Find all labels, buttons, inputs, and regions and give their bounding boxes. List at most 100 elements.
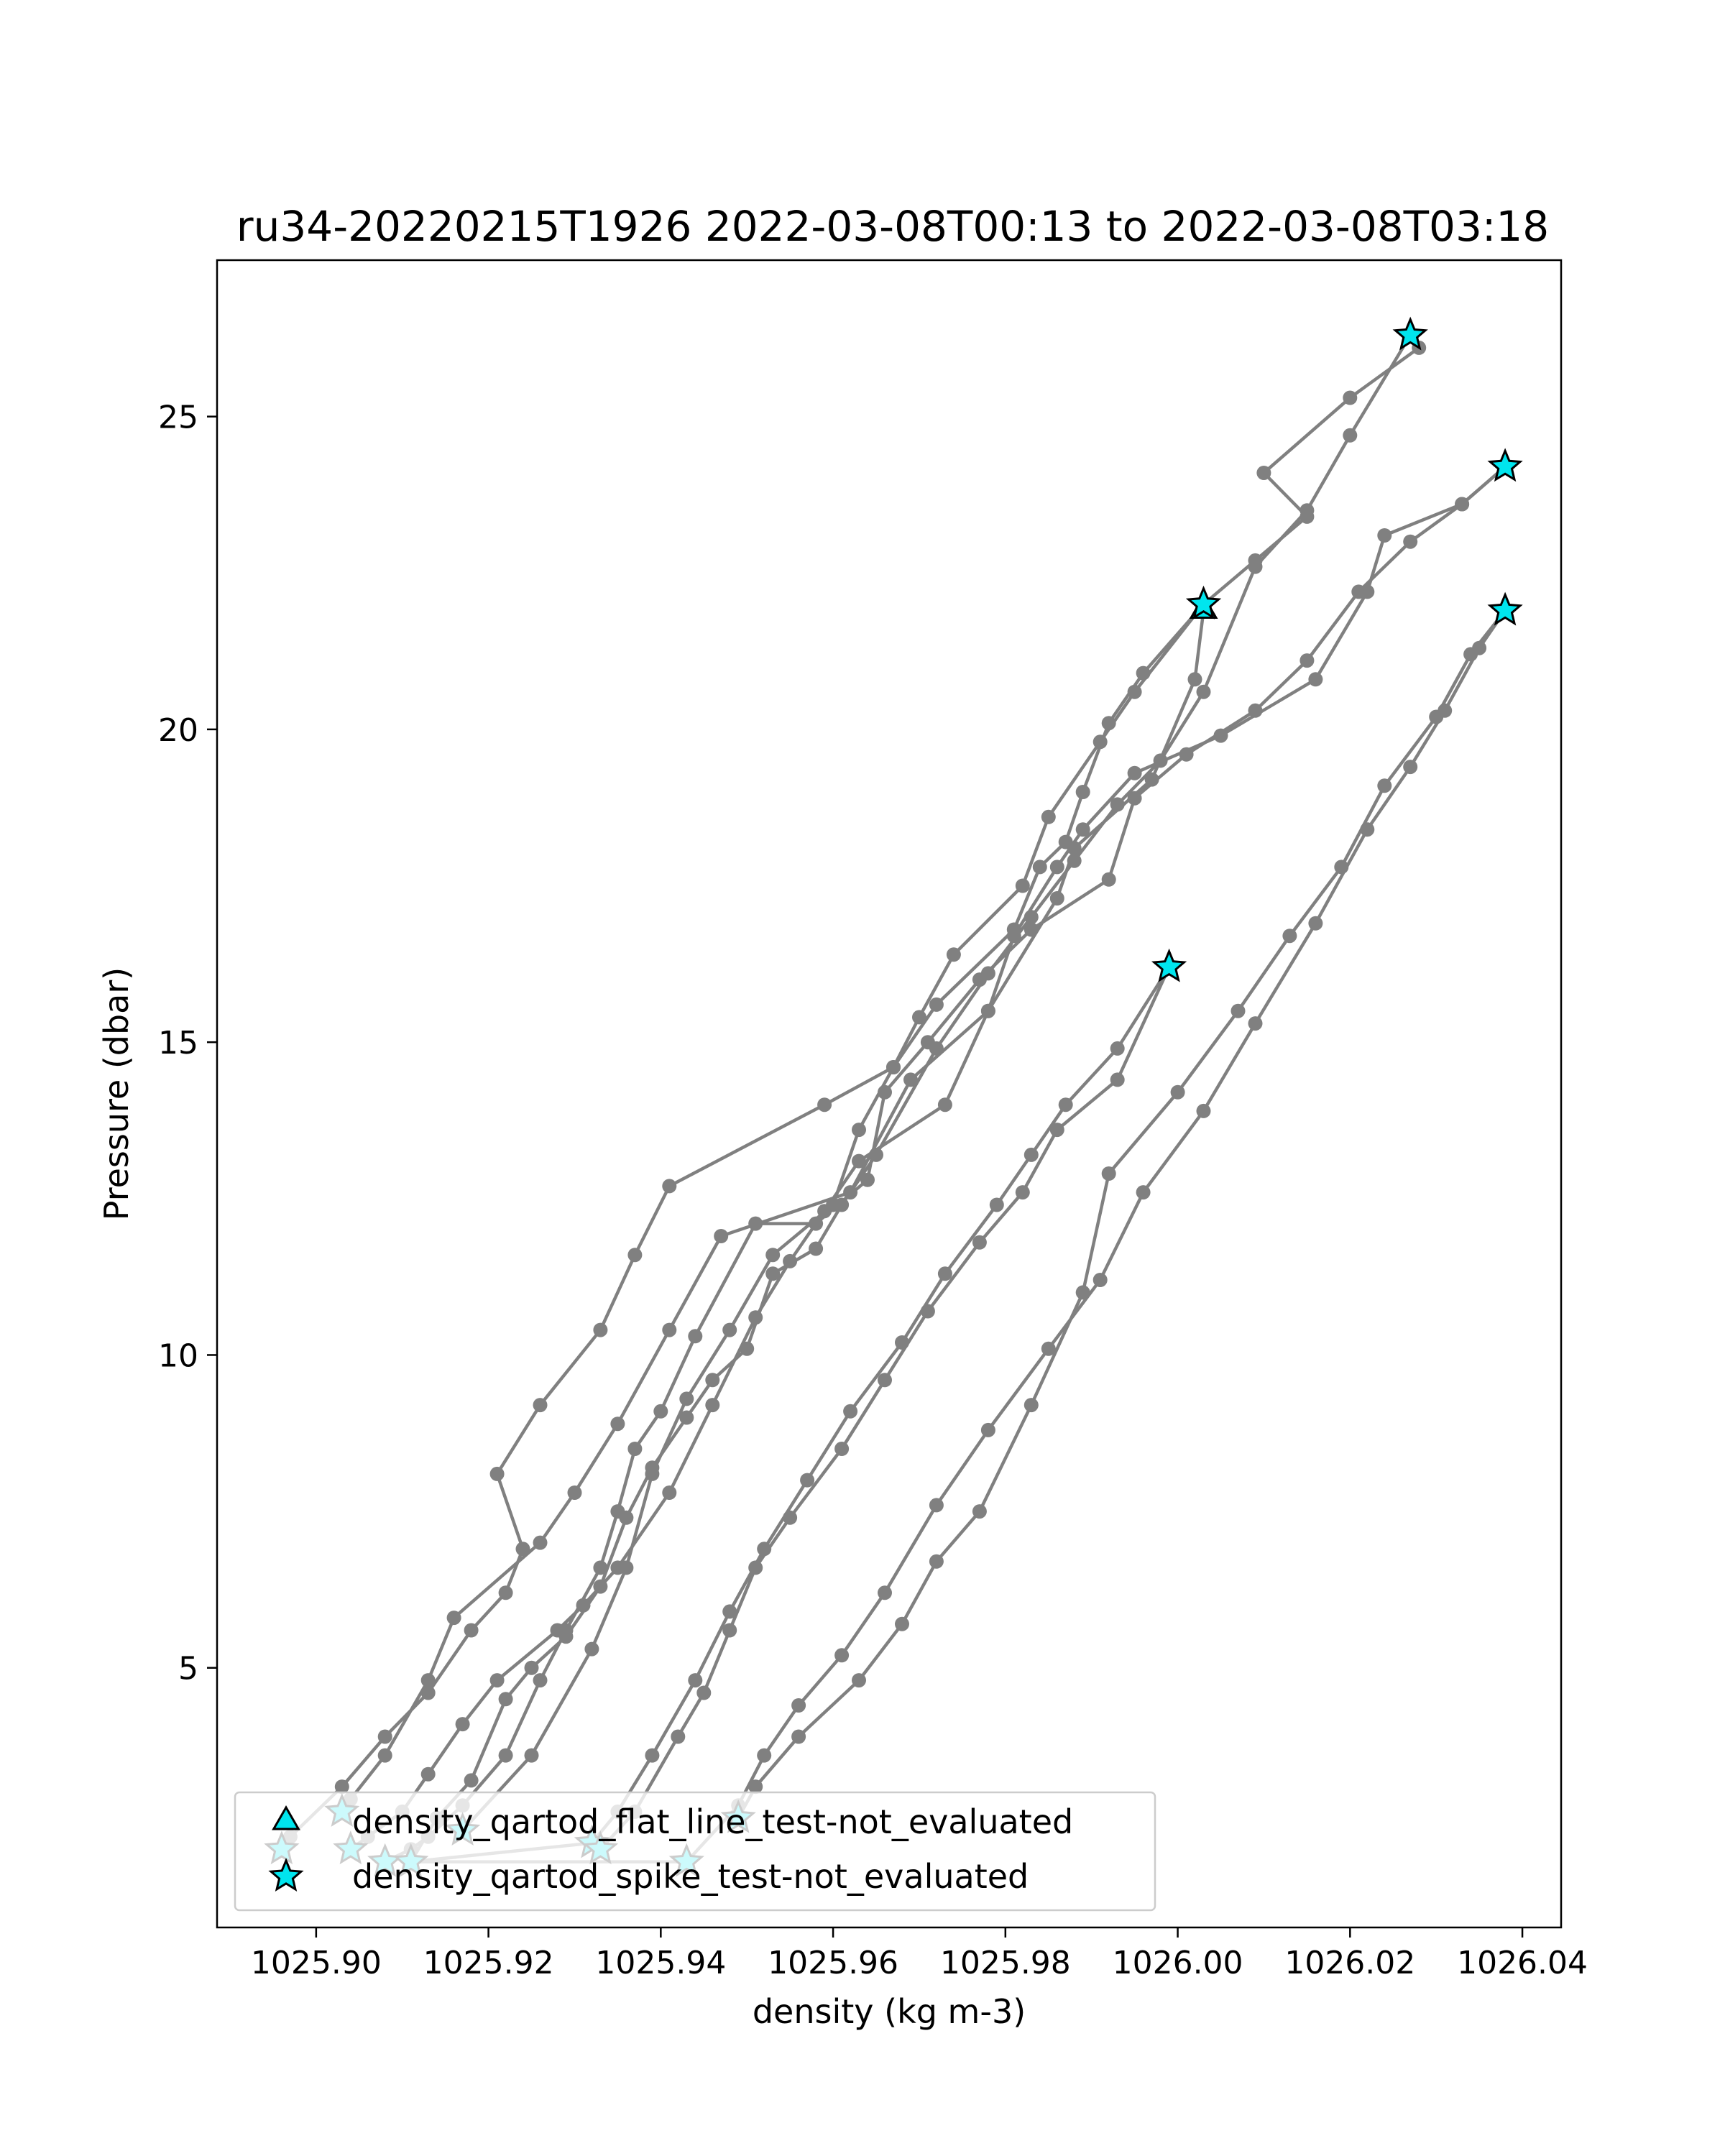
y-tick-label: 15 (158, 1025, 198, 1061)
data-point (1041, 1341, 1056, 1356)
x-tick-label: 1025.90 (251, 1945, 382, 1981)
data-point (1187, 672, 1202, 687)
data-point (800, 1473, 815, 1488)
data-point (533, 1398, 548, 1413)
data-point (1024, 910, 1039, 925)
data-point (791, 1698, 806, 1713)
data-point (1075, 1285, 1090, 1300)
x-tick-label: 1025.94 (595, 1945, 726, 1981)
data-point (1024, 1398, 1039, 1413)
spike-flag-marker (1392, 316, 1428, 351)
data-point (757, 1748, 772, 1763)
data-point (765, 1248, 781, 1263)
x-tick-label: 1026.00 (1113, 1945, 1243, 1981)
data-point (929, 1498, 944, 1513)
data-point (1101, 872, 1116, 887)
data-point (679, 1410, 694, 1425)
data-point (662, 1322, 677, 1337)
x-tick-label: 1026.02 (1284, 1945, 1415, 1981)
data-point (722, 1623, 737, 1638)
data-point (593, 1560, 608, 1575)
spike-flag-marker (1487, 448, 1523, 482)
data-point (1075, 785, 1090, 799)
data-point (645, 1466, 660, 1481)
legend-triangle-icon (272, 1805, 300, 1830)
data-point (852, 1123, 866, 1138)
data-point (929, 1554, 944, 1569)
y-tick-label: 5 (178, 1651, 198, 1687)
data-point (980, 1003, 995, 1018)
data-point (420, 1766, 436, 1782)
data-point (498, 1585, 513, 1600)
data-point (886, 1060, 901, 1074)
legend-label: density_qartod_spike_test-not_evaluated (352, 1857, 1029, 1896)
data-point (1248, 1016, 1263, 1031)
data-point (929, 997, 944, 1012)
data-point (1024, 1147, 1039, 1162)
y-axis: 5 10 15 20 25 (158, 400, 217, 1687)
data-point (1153, 753, 1168, 768)
data-point (1110, 1072, 1125, 1087)
data-point (420, 1673, 436, 1688)
data-point (645, 1748, 660, 1763)
data-point (1351, 584, 1366, 599)
data-point (972, 1235, 987, 1250)
y-axis-label: Pressure (dbar) (97, 967, 136, 1220)
data-point (937, 1266, 952, 1281)
data-point (980, 966, 995, 981)
data-point (446, 1611, 461, 1626)
data-point (377, 1748, 392, 1763)
data-point (1248, 703, 1263, 718)
data-point (1403, 760, 1418, 775)
data-point (989, 1197, 1004, 1212)
data-point (860, 1172, 875, 1187)
data-point (1049, 1123, 1064, 1138)
chart-title: ru34-20220215T1926 2022-03-08T00:13 to 2… (236, 202, 1549, 251)
y-tick-label: 20 (158, 712, 198, 749)
data-point (937, 1097, 952, 1112)
data-point (533, 1535, 548, 1550)
data-point (1196, 1103, 1211, 1118)
data-point (1343, 390, 1358, 405)
x-tick-label: 1025.98 (940, 1945, 1071, 1981)
data-point (783, 1510, 798, 1525)
data-point (455, 1717, 470, 1732)
plot-frame (216, 259, 1563, 1929)
x-axis-label: density (kg m-3) (753, 1992, 1026, 2031)
data-point (980, 1422, 995, 1437)
data-point (826, 1197, 841, 1212)
data-point (1144, 772, 1159, 787)
data-point (722, 1322, 737, 1337)
data-point (1127, 684, 1142, 699)
data-point (1049, 891, 1064, 906)
data-point (558, 1629, 574, 1644)
data-point (1049, 860, 1064, 875)
data-point (705, 1373, 720, 1388)
data-point (929, 1041, 944, 1056)
data-point (1300, 653, 1315, 668)
data-point (878, 1585, 892, 1600)
data-point (817, 1097, 832, 1112)
data-point (464, 1623, 479, 1638)
data-point (1248, 553, 1263, 568)
data-point (714, 1229, 729, 1243)
data-point (809, 1241, 824, 1256)
data-point (524, 1748, 539, 1763)
data-point (498, 1692, 513, 1707)
data-point (567, 1485, 582, 1500)
data-point (1377, 778, 1392, 793)
legend: density_qartod_flat_line_test-not_evalua… (234, 1791, 1156, 1912)
data-point (1230, 1003, 1246, 1018)
data-point (688, 1329, 703, 1344)
data-point (895, 1616, 909, 1631)
data-point (610, 1416, 625, 1432)
x-tick-label: 1025.96 (768, 1945, 898, 1981)
legend-star-icon (268, 1858, 304, 1892)
spike-flag-marker (1151, 948, 1187, 982)
data-point (679, 1391, 694, 1406)
data-point (972, 1504, 987, 1519)
data-point (1110, 1041, 1125, 1056)
y-tick-label: 10 (158, 1337, 198, 1374)
data-point (1256, 466, 1271, 480)
